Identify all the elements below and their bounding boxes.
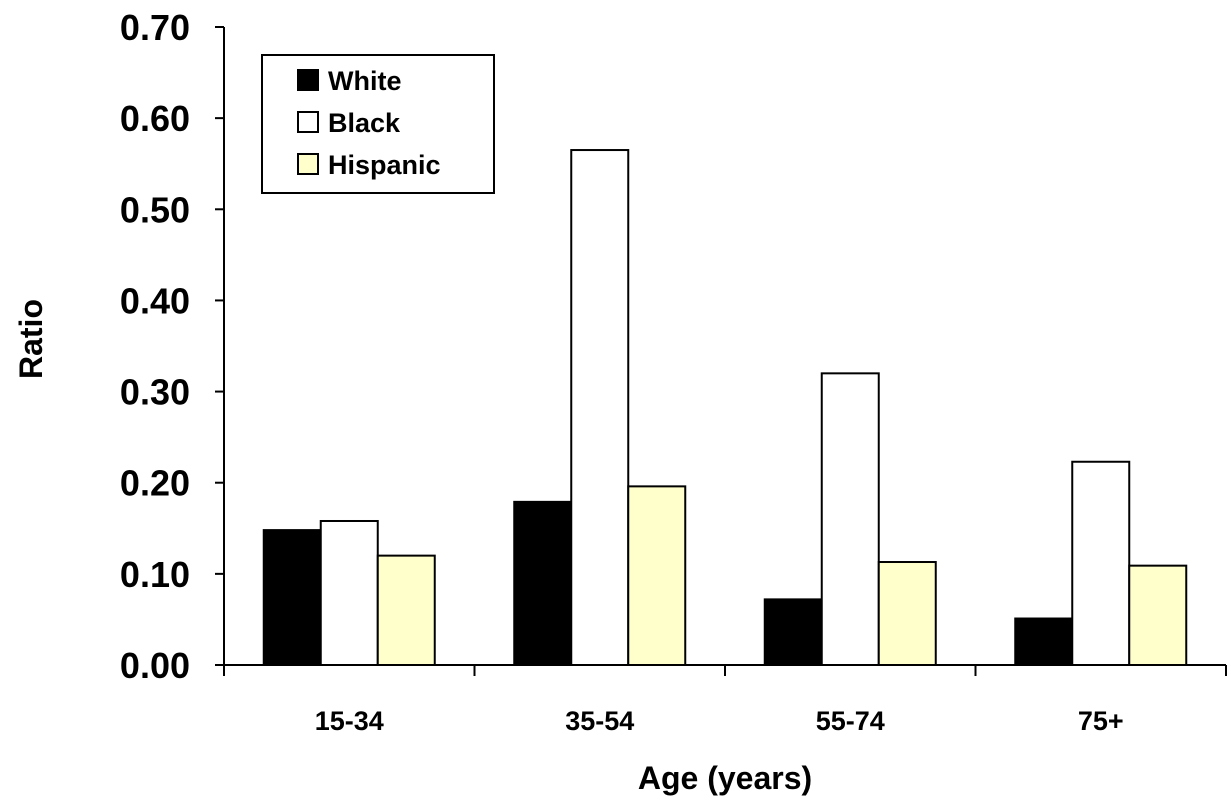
bars: [262, 149, 1188, 667]
x-tick-label: 55-74: [816, 706, 885, 736]
y-tick-label: 0.60: [120, 98, 190, 139]
y-tick-label: 0.40: [120, 280, 190, 321]
bar-white-55-74: [763, 598, 823, 666]
x-axis-ticks: 15-34 35-54 55-74 75+: [223, 665, 1227, 736]
legend-label-black: Black: [328, 108, 401, 138]
y-tick-label: 0.50: [120, 189, 190, 230]
bar-white-75: [1014, 617, 1074, 667]
bar-black-75: [1071, 460, 1131, 666]
legend-label-hispanic: Hispanic: [328, 150, 441, 180]
bar-black-15-34: [319, 519, 379, 666]
legend-label-white: White: [328, 66, 402, 96]
x-tick-label: 15-34: [315, 706, 384, 736]
y-tick-label: 0.00: [120, 645, 190, 686]
bar-hispanic-55-74: [877, 561, 937, 666]
legend: White Black Hispanic: [261, 54, 495, 194]
legend-swatch-white: [297, 69, 319, 91]
y-axis-ticks: 0.00 0.10 0.20 0.30 0.40 0.50 0.60 0.70: [120, 7, 224, 686]
y-tick-label: 0.30: [120, 372, 190, 413]
bar-hispanic-75: [1128, 564, 1188, 667]
y-tick-label: 0.70: [120, 7, 190, 48]
bar-white-35-54: [513, 500, 573, 666]
bar-black-55-74: [820, 372, 880, 666]
bar-black-35-54: [570, 149, 630, 667]
x-axis-title: Age (years): [638, 760, 812, 796]
y-axis-title: Ratio: [13, 299, 49, 379]
legend-swatch-black: [297, 111, 319, 133]
bar-hispanic-35-54: [627, 485, 687, 666]
bar-white-15-34: [262, 529, 322, 667]
y-tick-label: 0.20: [120, 463, 190, 504]
x-tick-label: 35-54: [565, 706, 634, 736]
y-tick-label: 0.10: [120, 554, 190, 595]
bar-hispanic-15-34: [376, 554, 436, 667]
legend-swatch-hispanic: [297, 153, 319, 175]
x-tick-label: 75+: [1078, 706, 1124, 736]
